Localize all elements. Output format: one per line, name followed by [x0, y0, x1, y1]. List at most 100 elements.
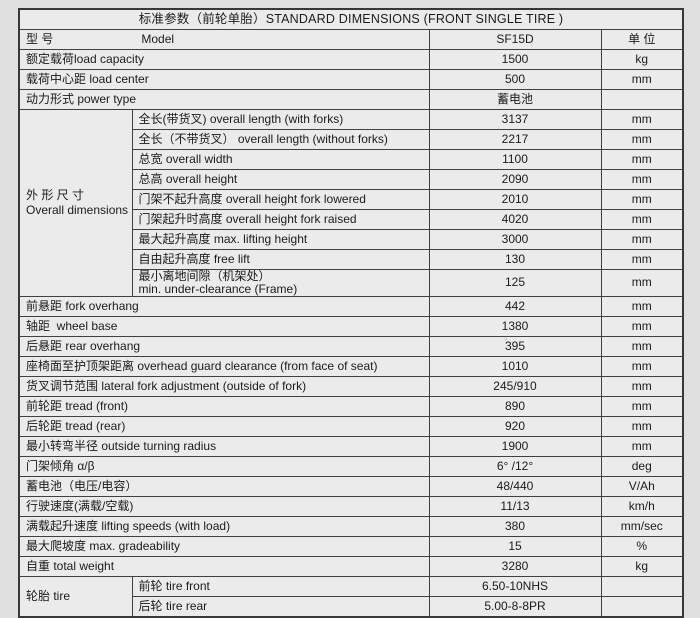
row-unit: mm: [600, 269, 684, 297]
row-value: 48/440: [428, 476, 602, 497]
row-value: 4020: [428, 209, 602, 230]
row-value: 1500: [428, 49, 602, 70]
row-unit: mm: [600, 189, 684, 210]
row-unit: mm: [600, 149, 684, 170]
row-value: 11/13: [428, 496, 602, 517]
row-label: 行驶速度(满载/空载): [18, 496, 430, 517]
model-value: SF15D: [428, 29, 602, 50]
row-unit: mm: [600, 209, 684, 230]
row-unit: mm: [600, 436, 684, 457]
row-value: 1900: [428, 436, 602, 457]
row-unit: kg: [600, 49, 684, 70]
row-label: 后轮距 tread (rear): [18, 416, 430, 437]
row-value: 245/910: [428, 376, 602, 397]
row-label: 全长(带货叉) overall length (with forks): [131, 109, 430, 130]
row-value: 3137: [428, 109, 602, 130]
row-unit: mm: [600, 336, 684, 357]
row-rear-overhang: 后悬距 rear overhang 395 mm: [18, 336, 684, 357]
row-label: 货叉调节范围 lateral fork adjustment (outside …: [18, 376, 430, 397]
row-label: 门架起升时高度 overall height fork raised: [131, 209, 430, 230]
row-unit: mm: [600, 376, 684, 397]
row-fork-overhang: 前悬距 fork overhang 442 mm: [18, 296, 684, 317]
spec-table: 标准参数（前轮单胎）STANDARD DIMENSIONS (FRONT SIN…: [18, 8, 684, 618]
row-label: 额定载荷load capacity: [18, 49, 430, 70]
row-value: 442: [428, 296, 602, 317]
row-label: 最大起升高度 max. lifting height: [131, 229, 430, 250]
title-row: 标准参数（前轮单胎）STANDARD DIMENSIONS (FRONT SIN…: [18, 8, 684, 30]
group-tire: 轮胎 tire: [18, 576, 133, 618]
row-unit: kg: [600, 556, 684, 577]
row-label: 全长（不带货叉） overall length (without forks): [131, 129, 430, 150]
row-label-line1: 最小离地间隙（机架处）: [138, 269, 271, 283]
model-label-en: Model: [141, 31, 175, 46]
model-label-cell: 型 号 Model: [18, 29, 430, 50]
row-label: 前轮 tire front: [131, 576, 430, 597]
row-label: 前轮距 tread (front): [18, 396, 430, 417]
row-turning-radius: 最小转弯半径 outside turning radius 1900 mm: [18, 436, 684, 457]
row-value: 1380: [428, 316, 602, 337]
row-load-center: 载荷中心距 load center 500 mm: [18, 69, 684, 90]
row-tread-rear: 后轮距 tread (rear) 920 mm: [18, 416, 684, 437]
row-value: 2010: [428, 189, 602, 210]
row-lifting-speed: 满载起升速度 lifting speeds (with load) 380 mm…: [18, 516, 684, 537]
row-unit-empty: [600, 89, 684, 110]
row-unit: deg: [600, 456, 684, 477]
row-label: 最大爬坡度 max. gradeability: [18, 536, 430, 557]
row-value: 5.00-8-8PR: [428, 596, 602, 618]
row-unit: mm: [600, 229, 684, 250]
row-value: 920: [428, 416, 602, 437]
row-unit: mm: [600, 396, 684, 417]
group-label-cn: 外 形 尺 寸: [26, 188, 85, 202]
row-value: 1010: [428, 356, 602, 377]
row-value: 6° /12°: [428, 456, 602, 477]
row-label: 蓄电池（电压/电容）: [18, 476, 430, 497]
row-power-type: 动力形式 power type 蓄电池: [18, 89, 684, 110]
row-value: 125: [428, 269, 602, 297]
row-label: 后悬距 rear overhang: [18, 336, 430, 357]
row-unit: mm: [600, 69, 684, 90]
row-unit: mm: [600, 169, 684, 190]
row-label: 前悬距 fork overhang: [18, 296, 430, 317]
row-value: 130: [428, 249, 602, 270]
row-max-lifting-height: 最大起升高度 max. lifting height 3000 mm: [19, 229, 684, 250]
row-overhead-guard-clearance: 座椅面至护顶架距离 overhead guard clearance (from…: [18, 356, 684, 377]
row-total-weight: 自重 total weight 3280 kg: [18, 556, 684, 577]
row-value: 395: [428, 336, 602, 357]
row-unit: mm: [600, 356, 684, 377]
row-label: 载荷中心距 load center: [18, 69, 430, 90]
row-travel-speed: 行驶速度(满载/空载) 11/13 km/h: [18, 496, 684, 517]
row-tread-front: 前轮距 tread (front) 890 mm: [18, 396, 684, 417]
group-label-en: Overall dimensions: [26, 203, 129, 217]
row-label: 后轮 tire rear: [131, 596, 430, 618]
row-label: 门架不起升高度 overall height fork lowered: [131, 189, 430, 210]
row-label: 最小离地间隙（机架处） min. under-clearance (Frame): [131, 269, 430, 297]
row-value: 1100: [428, 149, 602, 170]
row-unit: mm: [600, 416, 684, 437]
row-label: 动力形式 power type: [18, 89, 430, 110]
row-lateral-fork-adjustment: 货叉调节范围 lateral fork adjustment (outside …: [18, 376, 684, 397]
row-value: 380: [428, 516, 602, 537]
row-label: 满载起升速度 lifting speeds (with load): [18, 516, 430, 537]
row-unit: mm: [600, 109, 684, 130]
row-value: 500: [428, 69, 602, 90]
row-unit-empty: [600, 576, 684, 597]
model-label-cn: 型 号: [26, 31, 54, 46]
row-unit: mm: [600, 316, 684, 337]
row-label: 总高 overall height: [131, 169, 430, 190]
row-label: 自由起升高度 free lift: [131, 249, 430, 270]
row-value: 15: [428, 536, 602, 557]
row-unit-empty: [600, 596, 684, 618]
row-mast-tilt: 门架倾角 α/β 6° /12° deg: [18, 456, 684, 477]
row-value: 3280: [428, 556, 602, 577]
row-unit: %: [600, 536, 684, 557]
row-value: 2217: [428, 129, 602, 150]
row-unit: V/Ah: [600, 476, 684, 497]
row-gradeability: 最大爬坡度 max. gradeability 15 %: [18, 536, 684, 557]
row-unit: km/h: [600, 496, 684, 517]
table-title: 标准参数（前轮单胎）STANDARD DIMENSIONS (FRONT SIN…: [18, 8, 684, 30]
row-label: 座椅面至护顶架距离 overhead guard clearance (from…: [18, 356, 430, 377]
row-value: 3000: [428, 229, 602, 250]
row-label: 门架倾角 α/β: [18, 456, 430, 477]
row-load-capacity: 额定载荷load capacity 1500 kg: [18, 49, 684, 70]
row-label: 轴距 wheel base: [18, 316, 430, 337]
